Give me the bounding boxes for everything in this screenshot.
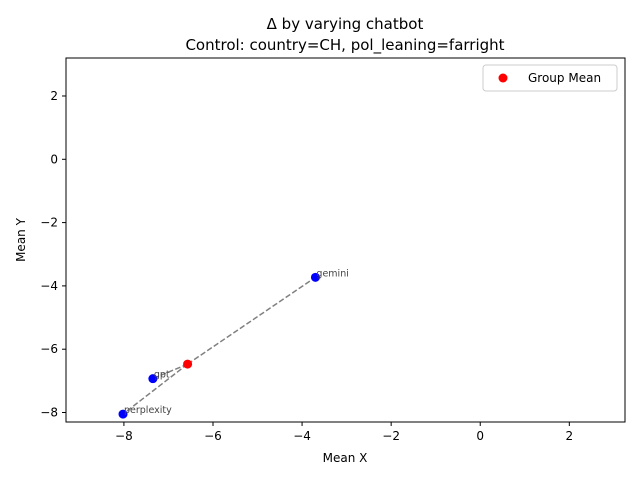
data-point-perplexity	[118, 409, 128, 419]
y-tick-label: 0	[50, 152, 58, 166]
y-tick-label: −2	[40, 216, 58, 230]
data-point-gemini	[310, 272, 320, 282]
point-label-gpt: gpt	[154, 370, 170, 381]
x-tick-label: 2	[566, 429, 574, 443]
legend-label: Group Mean	[528, 71, 601, 85]
plot-area: gemini gpt perplexity −8 −6 −4 −2 0 2 −8 −6 −4 −2 0 2	[40, 57, 626, 443]
x-tick-label: −6	[204, 429, 222, 443]
connector-line-gpt	[152, 363, 188, 380]
legend-box	[482, 64, 618, 92]
y-tick-label: −4	[40, 279, 58, 293]
x-tick-label: −8	[115, 429, 133, 443]
x-tick-label: −2	[382, 429, 400, 443]
legend-marker	[498, 73, 508, 83]
axes-frame	[65, 57, 626, 423]
point-label-perplexity: perplexity	[124, 405, 172, 416]
chart-subtitle: Control: country=CH, pol_leaning=farrigh…	[185, 36, 504, 55]
connector-line-gemini	[187, 276, 316, 365]
y-tick-label: −6	[40, 342, 58, 356]
x-tick-label: 0	[476, 429, 484, 443]
x-axis-label: Mean X	[323, 451, 368, 465]
y-tick-label: 2	[50, 89, 58, 103]
point-label-gemini: gemini	[316, 268, 348, 279]
x-tick-label: −4	[293, 429, 311, 443]
group-mean-point	[183, 359, 193, 369]
y-tick-label: −8	[40, 406, 58, 420]
connector-line-perplexity	[122, 363, 189, 415]
data-point-gpt	[148, 374, 158, 384]
y-axis-label: Mean Y	[14, 217, 28, 262]
legend: Group Mean	[482, 64, 618, 92]
chart-title: Δ by varying chatbot	[267, 15, 424, 33]
